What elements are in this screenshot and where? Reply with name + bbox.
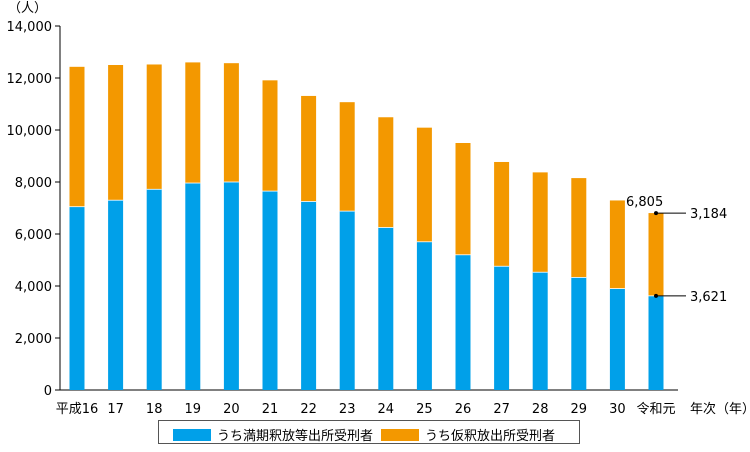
y-tick-label: 8,000 (15, 176, 52, 191)
legend-item-blue: うち満期釈放等出所受刑者 (173, 425, 373, 444)
y-axis-ticks: 0 2,000 4,000 6,000 8,000 10,000 12,000 14,000 (7, 20, 60, 399)
legend: うち満期釈放等出所受刑者 うち仮釈放出所受刑者 (158, 420, 580, 444)
bar-segment-manki (339, 211, 355, 390)
legend-swatch-blue (173, 428, 211, 441)
x-tick-label: 平成16 (56, 402, 99, 417)
bar-segment-manki (378, 227, 394, 390)
y-tick-label: 10,000 (7, 124, 53, 139)
y-tick-label: 4,000 (15, 280, 52, 295)
x-tick-label: 30 (609, 402, 626, 417)
x-tick-label: 20 (223, 402, 240, 417)
y-axis-unit-label: （人） (8, 1, 47, 16)
x-tick-label: 25 (416, 402, 433, 417)
bar-segment-manki (416, 241, 432, 390)
bar-segment-manki (648, 295, 664, 390)
bar-segment-karishakuhou (378, 117, 394, 228)
bar-segment-karishakuhou (532, 172, 548, 273)
x-tick-label: 21 (262, 402, 279, 417)
x-tick-label: 22 (300, 402, 317, 417)
x-tick-label: 24 (378, 402, 395, 417)
bar-segment-karishakuhou (146, 64, 162, 190)
bar-segment-karishakuhou (301, 95, 317, 202)
legend-label-orange: うち仮釈放出所受刑者 (425, 429, 556, 444)
bar-segment-karishakuhou (494, 161, 510, 267)
x-axis-ticks: 平成16 17 18 19 20 21 22 23 24 25 26 27 28 29 30 令和元 (56, 402, 676, 417)
bar-segment-karishakuhou (571, 178, 587, 278)
bar-segment-manki (108, 200, 124, 390)
bar-segment-karishakuhou (455, 143, 471, 255)
bar-segment-manki (69, 206, 85, 390)
bar-segment-manki (494, 266, 510, 390)
bar-segment-manki (262, 191, 278, 390)
bar-segment-manki (571, 277, 587, 390)
annotation-orange-label: 3,184 (690, 207, 727, 222)
bars-group (69, 62, 664, 390)
legend-label-blue: うち満期釈放等出所受刑者 (217, 429, 374, 444)
bar-segment-manki (146, 189, 162, 390)
annotations-group: 6,805 3,184 3,621 (626, 195, 727, 305)
y-tick-label: 6,000 (15, 228, 52, 243)
bar-segment-manki (532, 272, 548, 390)
x-tick-label: 23 (339, 402, 356, 417)
x-tick-label: 令和元 (636, 402, 675, 417)
legend-item-orange: うち仮釈放出所受刑者 (381, 425, 555, 444)
y-tick-label: 0 (44, 384, 52, 399)
y-tick-label: 12,000 (7, 72, 53, 87)
bar-segment-manki (455, 254, 471, 390)
bar-segment-manki (301, 201, 317, 390)
x-axis-unit-label: 年次（年） (690, 401, 750, 417)
x-tick-label: 18 (146, 402, 163, 417)
bar-segment-karishakuhou (262, 80, 278, 192)
y-tick-label: 14,000 (7, 20, 53, 35)
bar-segment-manki (185, 183, 201, 390)
x-tick-label: 17 (107, 402, 124, 417)
bar-segment-karishakuhou (108, 65, 124, 201)
bar-segment-karishakuhou (185, 62, 201, 184)
legend-swatch-orange (381, 428, 419, 441)
x-tick-label: 27 (493, 402, 510, 417)
bar-segment-karishakuhou (223, 63, 239, 182)
bar-segment-karishakuhou (648, 213, 664, 296)
x-tick-label: 19 (185, 402, 202, 417)
bar-segment-karishakuhou (69, 66, 85, 207)
bar-segment-manki (223, 182, 239, 390)
bar-segment-karishakuhou (416, 127, 432, 242)
bar-segment-karishakuhou (609, 200, 625, 289)
bar-segment-manki (609, 288, 625, 390)
x-tick-label: 28 (532, 402, 549, 417)
bar-segment-karishakuhou (339, 102, 355, 212)
x-tick-label: 26 (455, 402, 472, 417)
annotation-total-label: 6,805 (626, 195, 663, 210)
x-tick-label: 29 (571, 402, 588, 417)
annotation-blue-label: 3,621 (690, 290, 727, 305)
y-tick-label: 2,000 (15, 332, 52, 347)
